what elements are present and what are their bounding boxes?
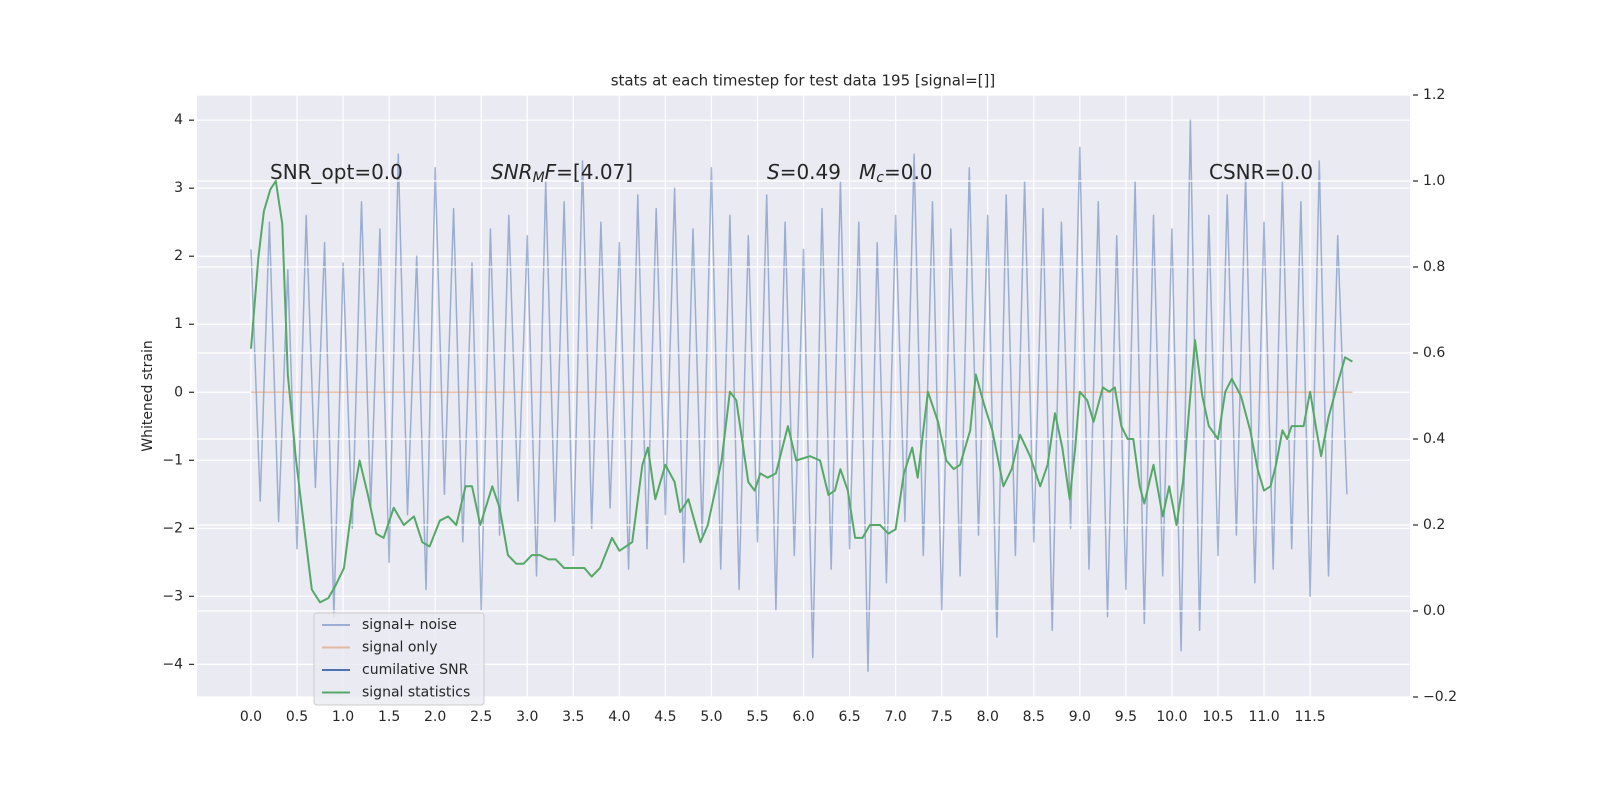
y2-tick-label: 1.2 xyxy=(1423,87,1445,103)
annotation: CSNR=0.0 xyxy=(1209,160,1313,184)
x-tick-label: 3.5 xyxy=(562,709,584,725)
y-tick-label: 2 xyxy=(174,248,183,264)
x-tick-label: 0.0 xyxy=(240,709,262,725)
x-tick-label: 7.5 xyxy=(931,709,953,725)
secondary-series xyxy=(250,180,1353,604)
annotation: S=0.49 xyxy=(767,160,841,184)
y-tick-label: −2 xyxy=(162,520,183,536)
y2-tick-label: 0.4 xyxy=(1423,431,1445,447)
y-tick-label: −3 xyxy=(162,588,183,604)
legend-label: cumilative SNR xyxy=(362,662,469,678)
x-tick-label: 10.0 xyxy=(1156,709,1187,725)
x-tick-label: 4.0 xyxy=(608,709,630,725)
annotation-part: c xyxy=(876,170,884,186)
x-tick-label: 9.0 xyxy=(1069,709,1091,725)
x-tick-label: 6.0 xyxy=(792,709,814,725)
annotation-part: SNR_opt=0.0 xyxy=(270,160,403,184)
annotation-part: CSNR=0.0 xyxy=(1209,160,1313,184)
y-tick-label: 4 xyxy=(174,112,183,128)
x-tick-label: 10.5 xyxy=(1202,709,1233,725)
primary-series xyxy=(250,119,1353,672)
x-tick-label: 0.5 xyxy=(286,709,308,725)
annotation-part: =[4.07] xyxy=(556,160,633,184)
y-tick-label: 0 xyxy=(174,384,183,400)
annotation: SNRMF=[4.07] xyxy=(491,160,633,187)
legend: signal+ noise signal only cumilative SNR si… xyxy=(313,612,485,706)
y2-tick-label: 1.0 xyxy=(1423,173,1445,189)
y-tick-label: 3 xyxy=(174,180,183,196)
legend-label: signal only xyxy=(362,640,437,656)
annotation-part: M xyxy=(533,170,545,186)
annotation: Mc=0.0 xyxy=(859,160,933,187)
y-tick-label: 1 xyxy=(174,316,183,332)
x-tick-label: 2.5 xyxy=(470,709,492,725)
y-axis-label: Whitened strain xyxy=(140,340,156,451)
y2-tick-label: −0.2 xyxy=(1423,689,1457,705)
annotation-part: =0.49 xyxy=(780,160,841,184)
x-tick-label: 6.5 xyxy=(838,709,860,725)
annotation-part: F xyxy=(545,160,557,184)
x-tick-label: 5.0 xyxy=(700,709,722,725)
x-tick-label: 3.0 xyxy=(516,709,538,725)
y2-tick-label: 0.2 xyxy=(1423,517,1445,533)
legend-box xyxy=(313,612,485,706)
chart-title: stats at each timestep for test data 195… xyxy=(611,72,996,90)
annotation-part: M xyxy=(859,160,876,184)
x-tick-label: 4.5 xyxy=(654,709,676,725)
x-tick-label: 5.5 xyxy=(746,709,768,725)
y-tick-label: −4 xyxy=(162,656,183,672)
annotation: SNR_opt=0.0 xyxy=(270,160,403,184)
x-tick-label: 1.5 xyxy=(378,709,400,725)
y2-tick-label: 0.8 xyxy=(1423,259,1445,275)
x-tick-label: 8.5 xyxy=(1023,709,1045,725)
legend-label: signal+ noise xyxy=(362,617,457,633)
y-tick-label: −1 xyxy=(162,452,183,468)
x-tick-label: 11.0 xyxy=(1248,709,1279,725)
legend-label: signal statistics xyxy=(362,685,470,701)
series-line xyxy=(250,180,1353,604)
y2-tick-label: 0.6 xyxy=(1423,345,1445,361)
x-tick-label: 9.5 xyxy=(1115,709,1137,725)
y2-tick-label: 0.0 xyxy=(1423,603,1445,619)
x-tick-label: 7.0 xyxy=(885,709,907,725)
series-line xyxy=(250,119,1348,672)
x-tick-label: 8.0 xyxy=(977,709,999,725)
annotation-part: =0.0 xyxy=(884,160,933,184)
grid xyxy=(197,95,1410,697)
annotation-part: S xyxy=(767,160,780,184)
x-tick-label: 11.5 xyxy=(1294,709,1325,725)
grid-y2 xyxy=(197,94,1410,698)
x-tick-label: 1.0 xyxy=(332,709,354,725)
annotation-part: SNR xyxy=(491,160,533,184)
x-tick-label: 2.0 xyxy=(424,709,446,725)
